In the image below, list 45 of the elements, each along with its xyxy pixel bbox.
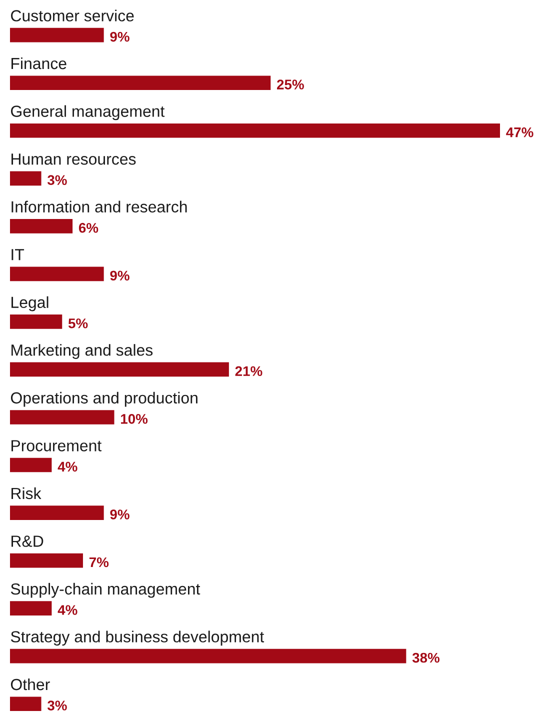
y-tick-label: Finance bbox=[12, 57, 66, 70]
bar bbox=[10, 123, 500, 138]
y-tick-label: Risk bbox=[12, 487, 42, 500]
bar bbox=[10, 28, 104, 42]
bar bbox=[10, 76, 271, 90]
y-tick-label: General management bbox=[11, 105, 165, 120]
data-label: 4% bbox=[58, 605, 78, 615]
y-tick-label: Procurement bbox=[12, 440, 102, 452]
y-tick-label: Other bbox=[10, 678, 50, 690]
data-label: 6% bbox=[78, 222, 98, 233]
bar bbox=[10, 171, 42, 186]
y-tick-label: Marketing and sales bbox=[12, 344, 153, 359]
data-label: 7% bbox=[89, 557, 109, 568]
data-label: 10% bbox=[121, 414, 148, 424]
y-tick-label: Information and research bbox=[12, 200, 187, 213]
bar bbox=[10, 601, 52, 616]
data-label: 21% bbox=[235, 366, 262, 376]
data-label: 9% bbox=[110, 270, 130, 281]
bar bbox=[10, 314, 62, 329]
bar bbox=[10, 410, 114, 424]
data-label: 38% bbox=[412, 652, 440, 663]
y-tick-label: Strategy and business development bbox=[10, 630, 264, 646]
bar bbox=[10, 219, 73, 234]
data-label: 9% bbox=[110, 32, 130, 42]
y-tick-label: IT bbox=[12, 249, 24, 260]
y-tick-label: Customer service bbox=[11, 10, 134, 22]
data-label: 47% bbox=[506, 127, 534, 138]
y-tick-label: Operations and production bbox=[10, 392, 198, 407]
data-label: 25% bbox=[277, 80, 304, 90]
y-tick-label: Human resources bbox=[12, 154, 136, 165]
data-label: 3% bbox=[47, 175, 67, 186]
bar bbox=[10, 362, 229, 377]
bar bbox=[10, 553, 83, 568]
data-label: 5% bbox=[68, 318, 88, 328]
y-tick-label: Supply-chain management bbox=[10, 582, 200, 598]
bar bbox=[10, 696, 42, 712]
y-tick-label: Legal bbox=[12, 296, 48, 312]
data-label: 9% bbox=[110, 510, 130, 520]
bar bbox=[10, 506, 104, 520]
bar bbox=[10, 458, 52, 472]
data-label: 3% bbox=[47, 700, 67, 710]
bar bbox=[10, 266, 104, 282]
data-label: 4% bbox=[58, 462, 78, 472]
y-tick-label: R&D bbox=[12, 536, 44, 547]
bar bbox=[10, 648, 406, 664]
